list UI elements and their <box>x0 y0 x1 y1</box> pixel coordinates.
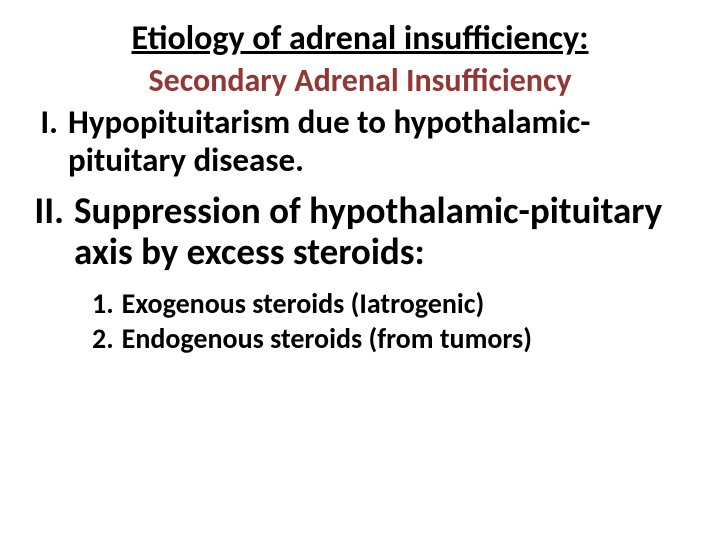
list-text-1: Hypopituitarism due to hypothalamic-pitu… <box>68 104 690 180</box>
list-item-2: II. Suppression of hypothalamic-pituitar… <box>30 190 690 273</box>
sub-item-2: 2. Endogenous steroids (from tumors) <box>30 322 690 355</box>
subtitle-text: Secondary Adrenal Insufficiency <box>148 61 571 100</box>
list-item-1: I. Hypopituitarism due to hypothalamic-p… <box>30 104 690 180</box>
list-text-2: Suppression of hypothalamic-pituitary ax… <box>74 190 690 273</box>
list-marker-2: II. <box>30 190 74 231</box>
sub-marker-2: 2. <box>92 322 122 355</box>
sub-text-1: Exogenous steroids (Iatrogenic) <box>122 287 690 320</box>
sub-text-2: Endogenous steroids (from tumors) <box>122 322 690 355</box>
sub-marker-1: 1. <box>92 287 122 320</box>
list-marker-1: I. <box>30 104 68 142</box>
sub-item-1: 1. Exogenous steroids (Iatrogenic) <box>30 287 690 320</box>
slide-title: Etiology of adrenal insufficiency: <box>30 18 690 59</box>
slide-subtitle: Secondary Adrenal Insufficiency <box>30 61 690 100</box>
title-text: Etiology of adrenal insufficiency: <box>131 18 588 59</box>
